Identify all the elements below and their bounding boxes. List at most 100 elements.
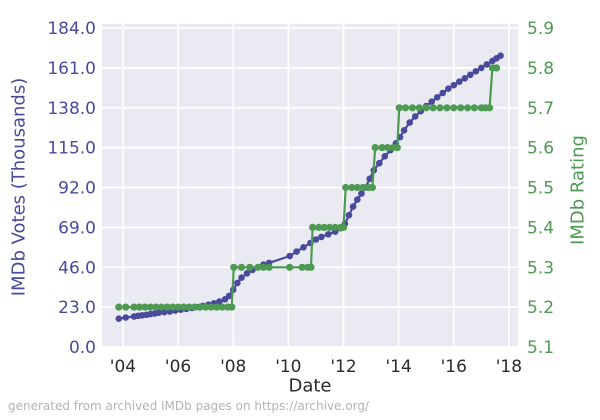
x-tick-label: '16	[441, 357, 467, 377]
votes-point	[345, 211, 353, 219]
right-tick-label: 5.2	[527, 298, 554, 318]
rating-point	[115, 303, 123, 311]
votes-point	[478, 64, 485, 72]
votes-point	[161, 308, 168, 316]
right-tick-label: 5.9	[527, 19, 554, 39]
left-tick-label: 184.0	[47, 19, 96, 39]
votes-point	[312, 236, 320, 243]
rating-point	[237, 263, 246, 271]
rating-point	[339, 223, 348, 231]
votes-point	[238, 274, 245, 282]
left-axis-title: IMDb Votes (Thousands)	[8, 77, 30, 297]
votes-point	[122, 314, 129, 321]
x-tick-label: '12	[330, 357, 356, 377]
rating-point	[152, 303, 160, 311]
rating-point	[457, 104, 465, 112]
left-tick-label: 23.0	[58, 298, 96, 318]
right-tick-label: 5.6	[527, 139, 554, 159]
votes-point	[483, 61, 491, 68]
rating-point	[191, 303, 199, 311]
rating-point	[470, 104, 478, 112]
rating-point	[174, 303, 182, 311]
rating-point	[359, 183, 367, 192]
votes-point	[225, 292, 233, 300]
rating-point	[401, 104, 410, 112]
left-tick-label: 46.0	[58, 258, 96, 278]
rating-point	[368, 183, 376, 192]
rating-point	[326, 223, 334, 231]
votes-point	[354, 196, 361, 203]
votes-point	[155, 309, 163, 317]
rating-point	[408, 104, 416, 112]
rating-point	[353, 183, 361, 192]
rating-point	[436, 104, 444, 112]
rating-point	[202, 303, 210, 311]
right-tick-label: 5.5	[527, 179, 554, 199]
votes-point	[216, 298, 223, 305]
rating-point	[348, 183, 356, 192]
x-tick-label: '06	[165, 357, 191, 377]
x-axis-title: Date	[288, 375, 332, 397]
rating-point	[254, 263, 262, 271]
right-tick-label: 5.7	[527, 99, 554, 119]
votes-point	[445, 85, 452, 92]
rating-point	[315, 223, 323, 231]
rating-point	[384, 144, 392, 152]
votes-point	[433, 94, 441, 101]
rating-point	[464, 104, 472, 112]
votes-point	[400, 127, 408, 134]
x-tick-label: '18	[496, 357, 522, 377]
right-tick-label: 5.1	[527, 338, 554, 358]
rating-point	[395, 104, 403, 112]
votes-point	[300, 244, 307, 251]
rating-point	[492, 64, 501, 72]
votes-point	[358, 190, 365, 197]
rating-point	[486, 104, 494, 112]
votes-point	[381, 153, 389, 160]
rating-point	[450, 104, 458, 112]
votes-point	[472, 68, 480, 75]
rating-point	[265, 263, 273, 271]
votes-point	[293, 248, 300, 255]
votes-point	[456, 78, 463, 85]
votes-point	[318, 233, 325, 241]
x-tick-label: '14	[385, 357, 411, 377]
source-caption: generated from archived IMDb pages on ht…	[8, 399, 369, 413]
rating-point	[130, 303, 138, 311]
votes-point	[497, 52, 504, 59]
x-tick-label: '08	[220, 357, 246, 377]
rating-point	[309, 223, 317, 231]
votes-point	[376, 159, 383, 167]
votes-point	[467, 71, 474, 79]
rating-point	[393, 144, 401, 152]
rating-point	[163, 303, 171, 311]
votes-point	[439, 89, 447, 97]
rating-point	[286, 263, 294, 271]
rating-point	[213, 303, 221, 311]
rating-point	[320, 223, 328, 231]
rating-point	[443, 104, 451, 112]
votes-point	[450, 81, 458, 89]
votes-point	[428, 98, 436, 105]
rating-point	[141, 303, 149, 311]
left-tick-label: 0.0	[69, 338, 96, 358]
votes-point	[366, 175, 374, 183]
votes-point	[243, 270, 251, 277]
right-tick-label: 5.8	[527, 59, 554, 79]
votes-point	[115, 315, 123, 323]
rating-point	[157, 303, 166, 311]
votes-point	[349, 203, 357, 210]
rating-point	[196, 303, 204, 311]
right-tick-label: 5.3	[527, 258, 554, 278]
left-tick-label: 69.0	[58, 218, 96, 238]
votes-point	[461, 75, 469, 82]
votes-point	[406, 119, 414, 126]
votes-point	[325, 231, 332, 238]
x-tick-label: '04	[110, 357, 136, 377]
rating-point	[230, 263, 238, 271]
rating-point	[169, 303, 177, 311]
rating-point	[180, 303, 188, 311]
right-axis-title: IMDb Rating	[567, 135, 589, 245]
right-tick-label: 5.4	[527, 218, 554, 238]
